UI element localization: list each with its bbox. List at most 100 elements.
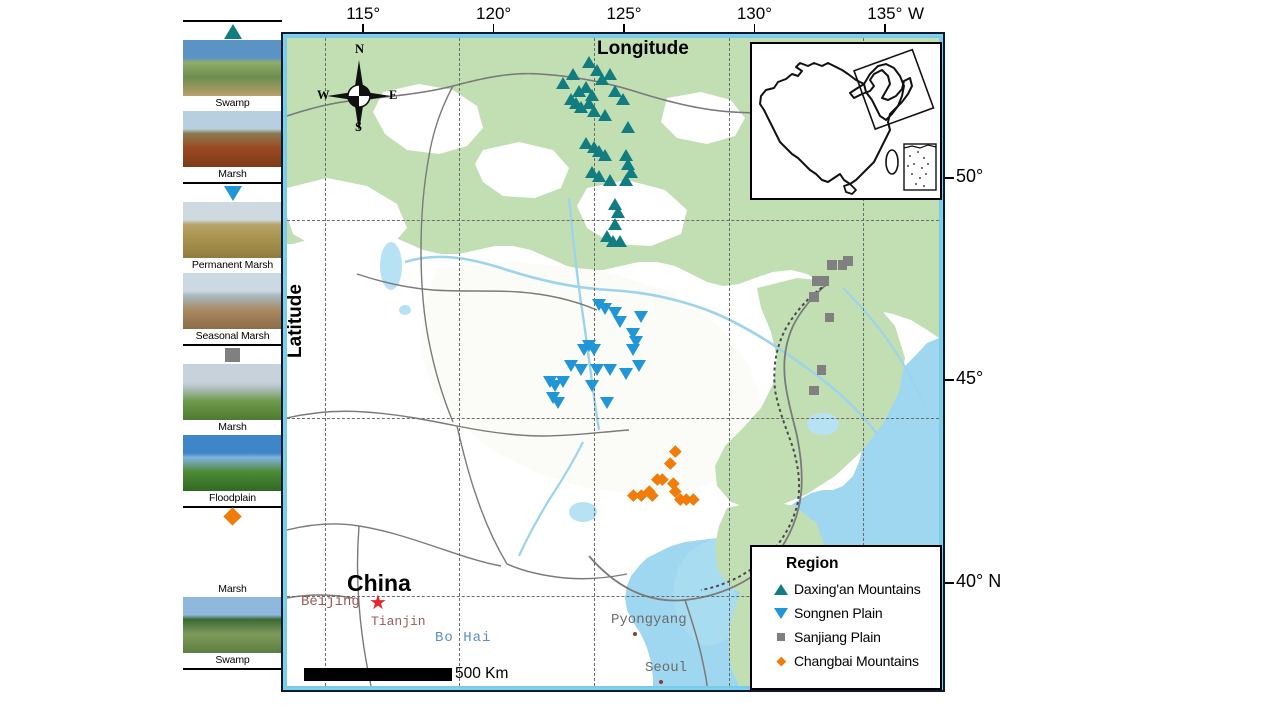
photo-thumbnail xyxy=(183,202,282,258)
lake-small-1 xyxy=(399,305,411,315)
photo-caption: Seasonal Marsh xyxy=(183,329,282,344)
site-marker-daxing-an-mountains[interactable] xyxy=(602,68,617,81)
site-marker-songnen-plain[interactable] xyxy=(550,396,565,409)
city-dot-pyongyang xyxy=(633,632,637,636)
province-border-hebei xyxy=(287,523,502,567)
longitude-tick xyxy=(362,24,365,32)
site-marker-sanjiang-plain[interactable] xyxy=(837,260,848,270)
site-marker-daxing-an-mountains[interactable] xyxy=(613,234,628,247)
inset-china-outline xyxy=(759,48,937,195)
site-marker-daxing-an-mountains[interactable] xyxy=(615,92,630,105)
photo-cell[interactable]: Marsh xyxy=(183,526,282,597)
legend-marker xyxy=(768,632,794,642)
longitude-hemisphere-label: W xyxy=(908,4,925,23)
legend-item-sanjiang-plain[interactable]: Sanjiang Plain xyxy=(752,625,940,649)
site-marker-sanjiang-plain[interactable] xyxy=(809,292,819,302)
legend-label: Changbai Mountains xyxy=(794,653,919,669)
site-marker-songnen-plain[interactable] xyxy=(584,380,599,393)
site-marker-daxing-an-mountains[interactable] xyxy=(610,206,625,219)
river-songhua xyxy=(404,255,879,435)
photo-thumbnail xyxy=(183,364,282,420)
capital-star-icon: ★ xyxy=(369,592,387,614)
site-marker-songnen-plain[interactable] xyxy=(631,360,646,373)
site-marker-songnen-plain[interactable] xyxy=(613,315,628,328)
photo-group-marker xyxy=(183,184,282,202)
latitude-tick-label: 50° xyxy=(956,165,984,186)
site-marker-daxing-an-mountains[interactable] xyxy=(597,108,612,121)
triangle-down-icon xyxy=(223,185,242,201)
photo-cell[interactable]: Seasonal Marsh xyxy=(183,273,282,344)
site-marker-daxing-an-mountains[interactable] xyxy=(597,149,612,162)
latitude-tick xyxy=(945,379,954,382)
photo-thumbnail xyxy=(183,435,282,491)
lake-xingkai xyxy=(807,413,839,435)
river-nenjiang xyxy=(567,197,601,431)
photo-legend-panel: Swamp Marsh Permanent Marsh Seasonal Marsh M… xyxy=(183,20,282,702)
legend-label: Songnen Plain xyxy=(794,605,883,621)
photo-cell[interactable]: Floodplain xyxy=(183,435,282,506)
gridline-40 xyxy=(287,596,939,597)
compass-south-label: S xyxy=(355,120,362,134)
lowland-patch-2 xyxy=(475,142,569,198)
site-marker-daxing-an-mountains[interactable] xyxy=(608,218,623,231)
basemap-geometry xyxy=(287,38,939,686)
latitude-tick xyxy=(945,581,954,584)
photo-cell[interactable]: Swamp xyxy=(183,597,282,668)
site-marker-songnen-plain[interactable] xyxy=(589,364,604,377)
photo-caption: Marsh xyxy=(183,167,282,182)
site-marker-sanjiang-plain[interactable] xyxy=(816,365,827,375)
legend-item-changbai-mountains[interactable]: Changbai Mountains xyxy=(752,649,940,673)
photo-cell[interactable]: Permanent Marsh xyxy=(183,202,282,273)
site-marker-sanjiang-plain[interactable] xyxy=(819,276,830,286)
label-seoul: Seoul xyxy=(645,660,688,676)
gridline-130 xyxy=(729,38,730,686)
photo-cell[interactable]: Marsh xyxy=(183,364,282,435)
gridline-45 xyxy=(287,418,939,419)
province-border-jilin xyxy=(456,425,508,565)
longitude-tick xyxy=(753,24,756,32)
label-china: China xyxy=(347,570,411,596)
site-marker-sanjiang-plain[interactable] xyxy=(809,385,819,396)
river-heilong xyxy=(842,287,927,407)
site-marker-daxing-an-mountains[interactable] xyxy=(555,76,570,89)
legend-marker xyxy=(768,583,794,595)
site-marker-sanjiang-plain[interactable] xyxy=(824,312,835,323)
longitude-tick-label: 135° xyxy=(867,4,903,23)
square-icon xyxy=(225,347,240,363)
site-marker-songnen-plain[interactable] xyxy=(634,311,649,324)
longitude-tick-label: 130° xyxy=(736,4,773,23)
photo-caption: Swamp xyxy=(183,653,282,668)
site-marker-daxing-an-mountains[interactable] xyxy=(621,121,636,134)
legend-item-songnen-plain[interactable]: Songnen Plain xyxy=(752,601,940,625)
photo-cell[interactable]: Swamp xyxy=(183,40,282,111)
photo-group-changbai-mountains: Marsh Swamp xyxy=(183,506,282,670)
site-marker-songnen-plain[interactable] xyxy=(618,368,633,381)
site-marker-songnen-plain[interactable] xyxy=(574,364,589,377)
site-marker-songnen-plain[interactable] xyxy=(600,396,615,409)
site-marker-songnen-plain[interactable] xyxy=(626,343,641,356)
site-marker-songnen-plain[interactable] xyxy=(587,343,602,356)
scale-bar xyxy=(304,667,452,681)
site-marker-daxing-an-mountains[interactable] xyxy=(618,173,633,186)
compass-west-label: W xyxy=(317,88,330,102)
photo-caption: Permanent Marsh xyxy=(183,258,282,273)
map-legend: Region Daxing'an Mountains Songnen Plain S… xyxy=(750,545,942,690)
national-border-nk xyxy=(684,599,708,686)
photo-group-marker xyxy=(183,22,282,40)
compass-north-label: N xyxy=(355,42,365,56)
site-marker-sanjiang-plain[interactable] xyxy=(842,255,853,266)
legend-rows: Daxing'an Mountains Songnen Plain Sanjiang… xyxy=(752,577,940,673)
legend-item-daxing-an-mountains[interactable]: Daxing'an Mountains xyxy=(752,577,940,601)
compass-graphic xyxy=(327,60,391,132)
photo-cell[interactable]: Marsh xyxy=(183,111,282,182)
province-border-liaoning xyxy=(506,563,628,580)
photo-thumbnail xyxy=(183,273,282,329)
gridline-115 xyxy=(325,38,326,686)
site-marker-sanjiang-plain[interactable] xyxy=(827,260,837,270)
site-marker-daxing-an-mountains[interactable] xyxy=(602,173,617,186)
site-marker-songnen-plain[interactable] xyxy=(602,364,617,377)
lowland-patch-3 xyxy=(287,178,407,254)
site-marker-songnen-plain[interactable] xyxy=(555,376,570,389)
site-marker-sanjiang-plain[interactable] xyxy=(811,276,822,286)
